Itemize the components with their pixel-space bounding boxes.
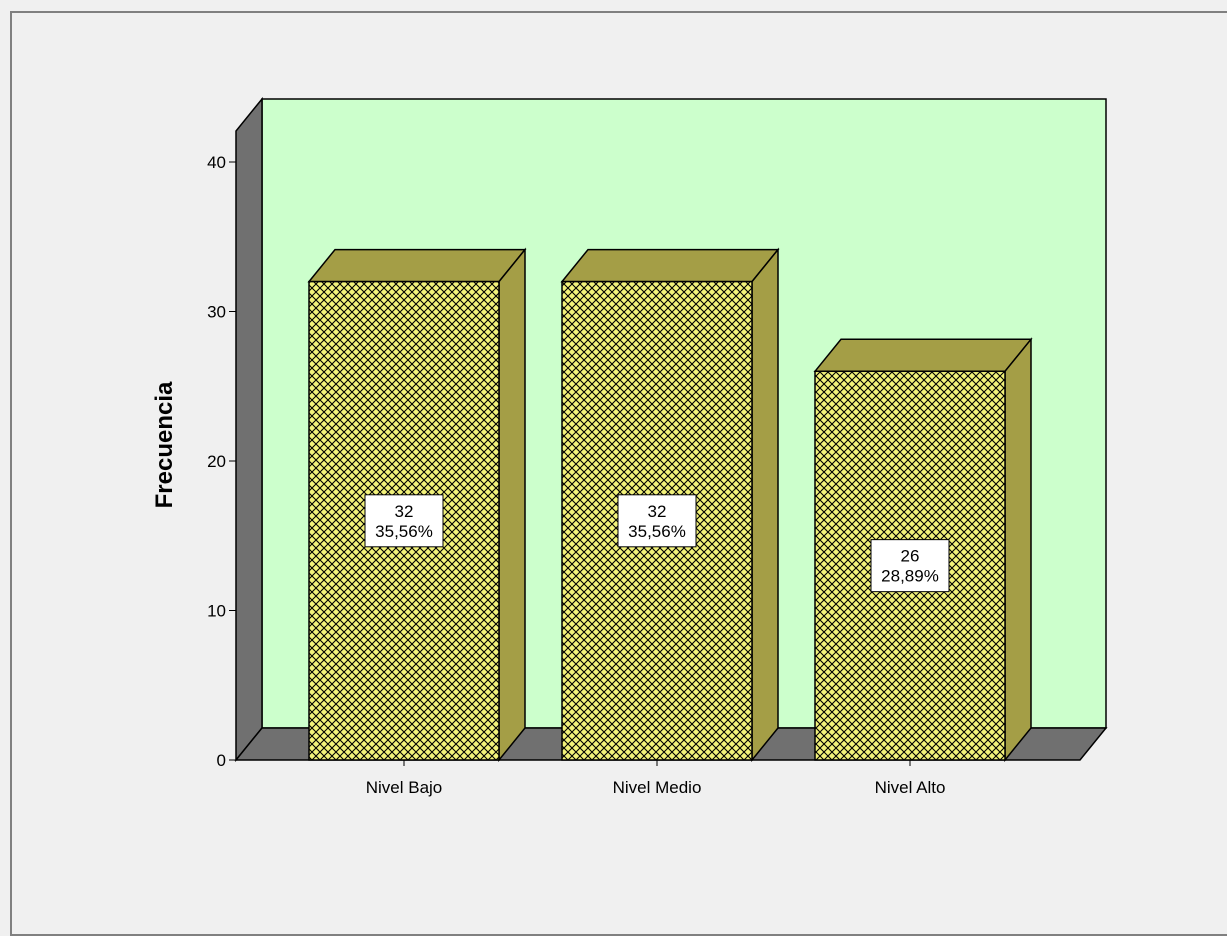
bar-top <box>560 248 780 283</box>
category-labels: Nivel Bajo Nivel Medio Nivel Alto <box>366 760 946 797</box>
y-tick-label: 10 <box>207 602 226 621</box>
x-tick-label: Nivel Medio <box>613 778 702 797</box>
data-label-count: 32 <box>648 502 667 521</box>
x-tick-label: Nivel Bajo <box>366 778 443 797</box>
data-label-box <box>364 494 444 548</box>
y-axis-label: Frecuencia <box>151 381 178 508</box>
y-tick-label: 0 <box>217 751 226 770</box>
bar-top <box>307 248 527 283</box>
y-tick-label: 40 <box>207 153 226 172</box>
data-label-box <box>617 494 697 548</box>
x-tick-label: Nivel Alto <box>875 778 946 797</box>
bar-side <box>1004 337 1032 763</box>
bar-side <box>498 247 526 763</box>
y-tick-label: 20 <box>207 452 226 471</box>
bar-side <box>751 247 779 763</box>
y-axis: 0 10 20 30 40 <box>207 153 237 770</box>
data-label-box <box>870 539 950 593</box>
data-label-count: 32 <box>395 502 414 521</box>
data-label-count: 26 <box>901 547 920 566</box>
data-label-percent: 35,56% <box>628 522 686 541</box>
data-label-percent: 28,89% <box>881 567 939 586</box>
data-label-percent: 35,56% <box>375 522 433 541</box>
bar-top <box>813 338 1033 373</box>
side-wall <box>235 96 263 763</box>
y-tick-label: 30 <box>207 303 226 322</box>
